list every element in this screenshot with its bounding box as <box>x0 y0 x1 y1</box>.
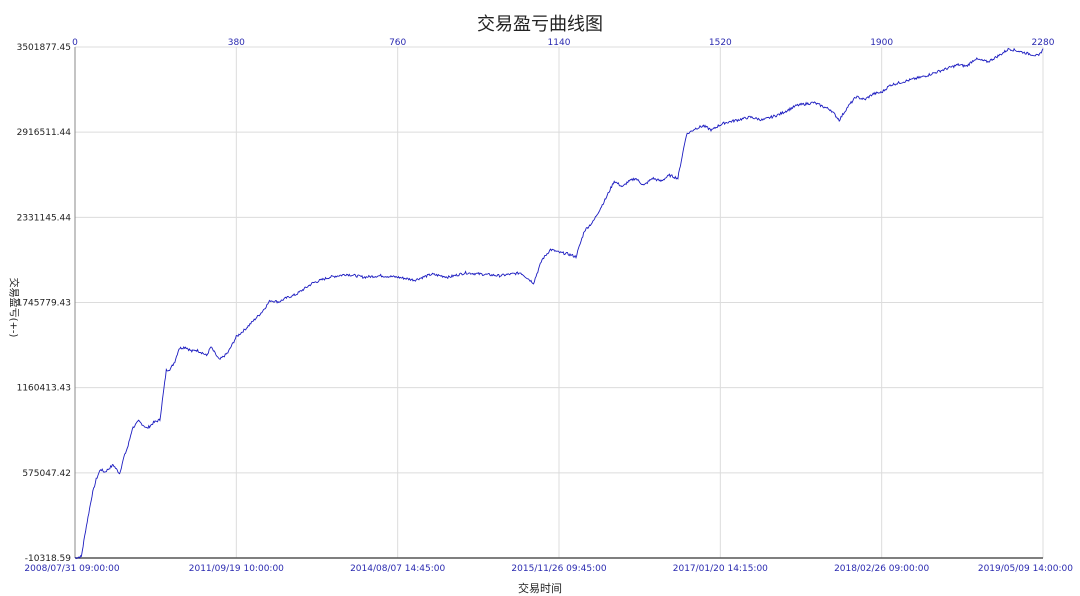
bottom-tick-label: 2019/05/09 14:00:00 <box>978 564 1073 574</box>
bottom-tick-label: 2018/02/26 09:00:00 <box>834 564 929 574</box>
x-axis-label: 交易时间 <box>518 582 562 595</box>
grid-lines <box>74 46 1044 559</box>
bottom-tick-label: 2011/09/19 10:00:00 <box>189 564 284 574</box>
top-tick-label: 1140 <box>548 38 571 48</box>
y-tick-label: 2916511.44 <box>17 128 72 138</box>
pnl-series-line <box>74 47 1044 560</box>
top-tick-label: 760 <box>389 38 406 48</box>
y-tick-label: 575047.42 <box>22 469 71 479</box>
y-tick-label: 1160413.43 <box>17 384 71 394</box>
top-tick-label: 380 <box>228 38 245 48</box>
y-tick-label: 3501877.45 <box>17 43 71 53</box>
bottom-tick-labels: 2008/07/31 09:00:00 2011/09/19 10:00:00 20… <box>24 564 1073 574</box>
bottom-tick-label: 2014/08/07 14:45:00 <box>350 564 445 574</box>
top-tick-labels: 0 380 760 1140 1520 1900 2280 <box>72 38 1055 48</box>
series-layer <box>74 47 1044 560</box>
y-tick-labels: 3501877.45 2916511.44 2331145.44 1745779.43… <box>17 43 72 564</box>
axes <box>74 47 1043 559</box>
bottom-tick-label: 2008/07/31 09:00:00 <box>24 564 119 574</box>
chart-title: 交易盈亏曲线图 <box>477 14 603 35</box>
y-tick-label: 2331145.44 <box>17 213 72 223</box>
top-tick-label: 1900 <box>870 38 893 48</box>
bottom-tick-label: 2017/01/20 14:15:00 <box>673 564 768 574</box>
bottom-tick-label: 2015/11/26 09:45:00 <box>511 564 606 574</box>
top-tick-label: 0 <box>72 38 78 48</box>
top-tick-label: 2280 <box>1032 38 1055 48</box>
y-tick-label: 1745779.43 <box>17 299 71 309</box>
top-tick-label: 1520 <box>709 38 732 48</box>
y-tick-label: -10318.59 <box>25 554 71 564</box>
